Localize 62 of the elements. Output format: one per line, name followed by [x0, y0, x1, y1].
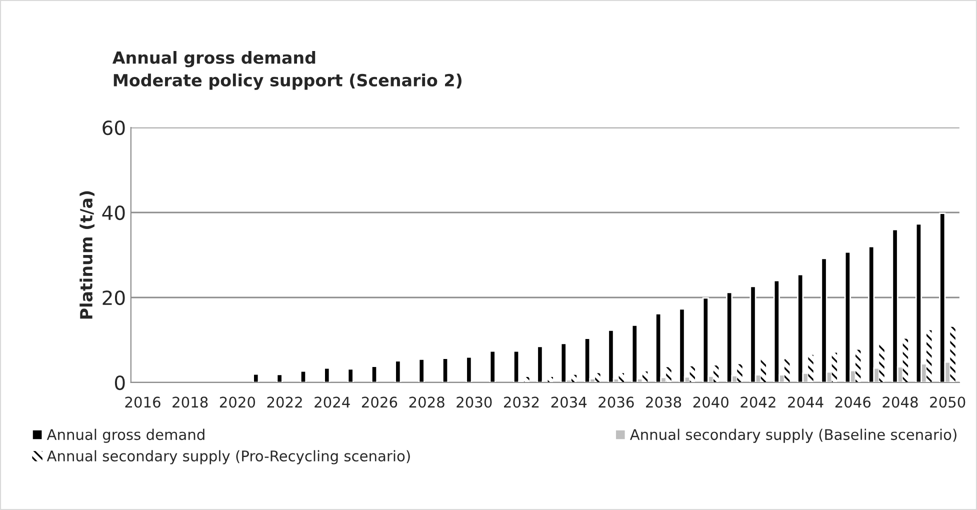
- bar: [855, 350, 861, 382]
- x-tick-label: 2016: [125, 396, 160, 408]
- legend-label: Annual secondary supply (Pro-Recycling scenario): [46, 450, 410, 464]
- chart-title: Annual gross demand Moderate policy support (Scenario 2): [112, 51, 462, 90]
- bar: [524, 376, 530, 382]
- bar: [642, 371, 648, 382]
- bar: [418, 358, 425, 382]
- bar: [868, 246, 875, 382]
- x-tick-label: 2032: [504, 396, 539, 408]
- bar: [300, 370, 307, 382]
- x-tick-label: 2034: [551, 396, 587, 408]
- bar: [595, 373, 600, 382]
- bar: [713, 366, 719, 382]
- bar: [347, 368, 354, 382]
- bar: [737, 364, 742, 382]
- x-tick-label: 2024: [314, 396, 350, 408]
- x-tick-label: 2036: [598, 396, 634, 408]
- y-tick-label: 60: [102, 120, 125, 136]
- bar: [489, 350, 496, 382]
- bar: [370, 366, 378, 382]
- bar: [655, 312, 662, 382]
- bar: [618, 373, 624, 382]
- y-tick-label: 0: [114, 375, 125, 390]
- bar: [276, 374, 283, 382]
- bar: [939, 212, 946, 382]
- x-tick-label: 2042: [740, 396, 776, 408]
- bar: [584, 338, 591, 382]
- y-tick-label: 20: [102, 290, 125, 306]
- bar: [760, 359, 766, 382]
- bar: [808, 354, 814, 382]
- bar: [442, 358, 449, 382]
- x-tick-label: 2050: [930, 396, 966, 408]
- x-tick-label: 2048: [882, 396, 918, 408]
- bar: [324, 367, 330, 382]
- bar: [879, 344, 884, 382]
- x-tick-label: 2040: [693, 396, 728, 408]
- bar: [902, 338, 908, 382]
- x-tick-label: 2038: [646, 396, 682, 408]
- bar: [926, 330, 932, 382]
- bar: [466, 356, 472, 382]
- x-tick-label: 2046: [835, 396, 871, 408]
- x-tick-label: 2018: [172, 396, 208, 408]
- bar: [394, 360, 402, 382]
- legend-label: Annual secondary supply (Baseline scenario): [630, 428, 956, 443]
- bar: [666, 367, 672, 382]
- bar: [797, 274, 804, 382]
- x-tick-label: 2028: [409, 396, 444, 408]
- bar: [252, 373, 260, 382]
- bar: [690, 366, 696, 382]
- y-axis-title: Platinum (t/a): [80, 191, 94, 319]
- y-tick-label: 40: [102, 205, 125, 220]
- x-tick-label: 2020: [220, 396, 256, 408]
- bar: [950, 326, 956, 382]
- x-tick-label: 2030: [456, 396, 492, 408]
- bar: [726, 292, 733, 382]
- bar: [512, 350, 520, 382]
- bar: [784, 359, 790, 382]
- x-tick-label: 2022: [267, 396, 302, 408]
- x-tick-label: 2026: [362, 396, 398, 408]
- bar: [832, 352, 838, 382]
- x-tick-label: 2044: [788, 396, 824, 408]
- legend-label: Annual gross demand: [46, 428, 204, 443]
